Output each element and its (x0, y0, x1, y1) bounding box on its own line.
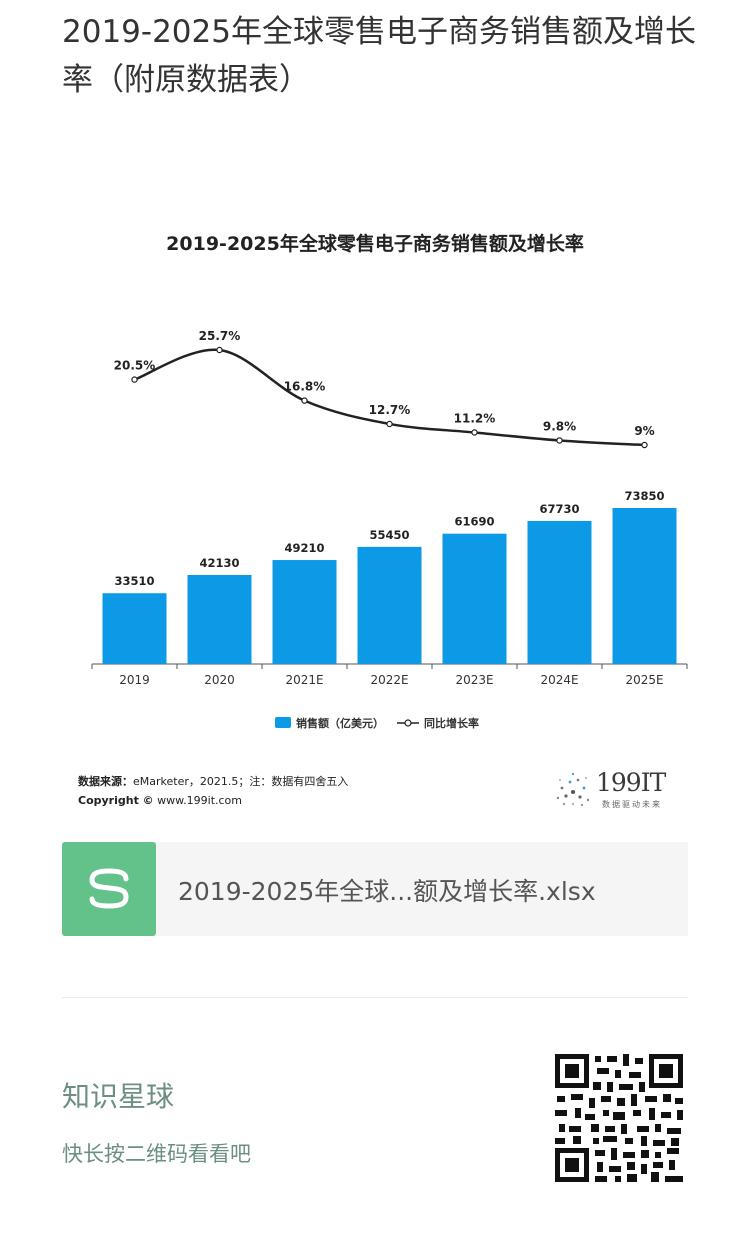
growth-rate-point (216, 346, 223, 354)
source-label: 数据来源： (78, 775, 133, 788)
bar (442, 533, 507, 664)
bar-value-label: 67730 (539, 502, 579, 516)
qr-code-icon[interactable] (553, 1052, 685, 1184)
bar (272, 560, 337, 664)
bar-value-label: 42130 (199, 556, 239, 570)
copyright-label: Copyright © (78, 794, 154, 807)
attachment-card[interactable]: 2019-2025年全球...额及增长率.xlsx (62, 842, 688, 936)
growth-rate-label: 16.8% (284, 380, 326, 394)
brand-name: 199IT (596, 768, 666, 797)
x-tick-label: 2021E (285, 673, 323, 687)
source-text: eMarketer，2021.5；注：数据有四舍五入 (133, 775, 349, 788)
legend-label-sales: 销售额（亿美元） (296, 716, 384, 730)
growth-rate-point (301, 397, 308, 404)
growth-rate-label: 9.8% (543, 419, 576, 433)
growth-rate-point (131, 376, 138, 383)
copyright-text: www.199it.com (157, 794, 243, 807)
brand-logo: 199IT 数据驱动未来 (552, 766, 688, 816)
attachment-file-name[interactable]: 2019-2025年全球...额及增长率.xlsx (178, 877, 596, 906)
bar (102, 593, 167, 664)
growth-rate-point (386, 420, 393, 428)
bar-value-label: 33510 (114, 574, 154, 588)
bar-value-label: 55450 (369, 528, 409, 542)
divider (62, 997, 688, 998)
legend-swatch-growth-point (404, 719, 412, 727)
bar-value-label: 73850 (624, 489, 664, 503)
growth-rate-label: 25.7% (199, 329, 241, 343)
community-title: 知识星球 (62, 1080, 175, 1113)
x-tick-label: 2020 (204, 673, 235, 687)
spreadsheet-icon (62, 842, 156, 936)
growth-rate-point (556, 437, 563, 444)
x-tick-label: 2019 (119, 673, 150, 687)
bar-value-label: 61690 (454, 515, 494, 529)
growth-rate-point (471, 429, 478, 436)
x-tick-label: 2025E (625, 673, 663, 687)
brand-tagline: 数据驱动未来 (602, 800, 662, 809)
bar (612, 508, 677, 664)
legend-swatch-sales (275, 717, 291, 728)
chart-image: 2019-2025年全球零售电子商务销售额及增长率 33510 2019 42130… (62, 210, 688, 822)
growth-rate-label: 12.7% (369, 403, 411, 417)
growth-rate-label: 20.5% (114, 359, 156, 373)
brand-dot-icon (556, 772, 590, 807)
growth-rate-label: 11.2% (454, 411, 496, 425)
bar (357, 546, 422, 664)
bar-value-label: 49210 (284, 541, 324, 555)
bar (187, 575, 252, 664)
x-tick-label: 2022E (370, 673, 408, 687)
page-title: 2019-2025年全球零售电子商务销售额及增长率（附原数据表） (62, 14, 696, 98)
community-subtitle: 快长按二维码看看吧 (62, 1142, 251, 1166)
legend-label-growth: 同比增长率 (424, 716, 479, 730)
x-tick-label: 2023E (455, 673, 493, 687)
growth-rate-label: 9% (634, 424, 654, 438)
chart-title: 2019-2025年全球零售电子商务销售额及增长率 (166, 232, 584, 255)
growth-rate-point (641, 441, 648, 449)
source-block: 数据来源：eMarketer，2021.5；注：数据有四舍五入 Copyrigh… (78, 772, 348, 810)
bar (527, 520, 592, 664)
combo-chart: 2019-2025年全球零售电子商务销售额及增长率 33510 2019 42130… (91, 232, 688, 730)
x-tick-label: 2024E (540, 673, 578, 687)
